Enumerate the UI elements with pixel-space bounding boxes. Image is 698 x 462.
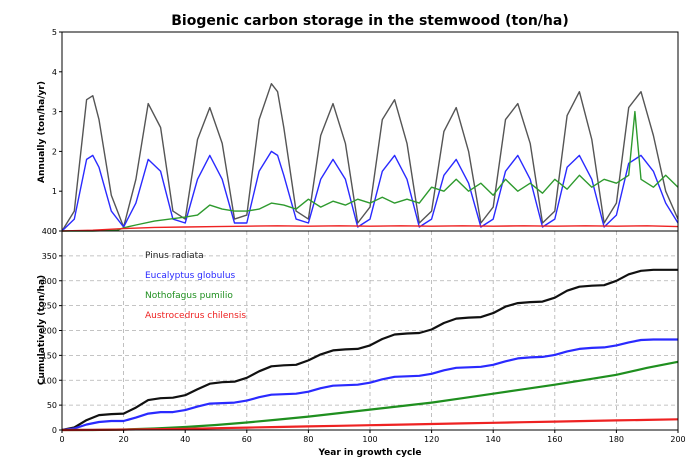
x-axis-label: Year in growth cycle <box>317 448 421 458</box>
series-line-austrocedrus-chilensis <box>61 225 679 232</box>
x-tick-label: 100 <box>362 435 377 444</box>
legend: Pinus radiata Eucalyptus globulus Nothofag… <box>145 251 246 321</box>
top-panel-series <box>61 83 679 232</box>
y-tick-label: 150 <box>42 351 57 360</box>
y-tick-label: 0 <box>52 426 57 435</box>
y-tick-label: 300 <box>42 277 57 286</box>
x-tick-label: 40 <box>180 435 190 444</box>
x-tick-label: 20 <box>119 435 129 444</box>
bottom-panel-x-ticks: 0 20 40 60 80 100 120 140 160 180 200 <box>59 430 686 444</box>
y-tick-label: 0 <box>52 227 57 236</box>
series-line-eucalyptus-globulus <box>61 338 678 432</box>
y-tick-label: 2 <box>52 147 57 156</box>
y-tick-label: 1 <box>52 187 57 196</box>
top-panel-ylabel: Annually (ton/ha/yr) <box>37 81 47 183</box>
y-tick-label: 5 <box>52 28 57 37</box>
legend-entry: Nothofagus pumilio <box>145 291 233 301</box>
top-panel-frame <box>61 31 679 232</box>
x-tick-label: 0 <box>59 435 64 444</box>
y-tick-label: 200 <box>42 327 57 336</box>
x-tick-label: 80 <box>303 435 313 444</box>
x-tick-label: 180 <box>609 435 624 444</box>
y-tick-label: 350 <box>42 252 57 261</box>
y-tick-label: 3 <box>52 108 57 117</box>
y-tick-label: 4 <box>52 68 57 77</box>
y-tick-label: 50 <box>47 401 57 410</box>
y-tick-label: 100 <box>42 376 57 385</box>
x-tick-label: 140 <box>486 435 501 444</box>
series-line-nothofagus-pumilio <box>62 110 679 232</box>
legend-entry: Pinus radiata <box>145 251 204 261</box>
bottom-panel-y-ticks: 0 50 100 150 200 250 300 350 400 <box>42 227 62 435</box>
bottom-panel-ylabel: Cumulatively (ton/ha) <box>37 275 47 385</box>
legend-entry: Austrocedrus chilensis <box>145 311 246 321</box>
x-tick-label: 160 <box>547 435 562 444</box>
x-tick-label: 60 <box>242 435 252 444</box>
series-line-austrocedrus-chilensis <box>61 418 679 432</box>
bottom-panel-series <box>61 268 679 432</box>
chart-title: Biogenic carbon storage in the stemwood … <box>171 13 569 29</box>
legend-entry: Eucalyptus globulus <box>145 271 236 281</box>
series-line-pinus-radiata <box>61 83 679 232</box>
x-tick-label: 200 <box>670 435 685 444</box>
x-tick-label: 120 <box>424 435 439 444</box>
series-line-eucalyptus-globulus <box>61 150 679 232</box>
top-panel-y-ticks: 0 1 2 3 4 5 <box>52 28 62 236</box>
series-line-pinus-radiata <box>61 268 678 432</box>
y-tick-label: 250 <box>42 302 57 311</box>
y-tick-label: 400 <box>42 227 57 236</box>
